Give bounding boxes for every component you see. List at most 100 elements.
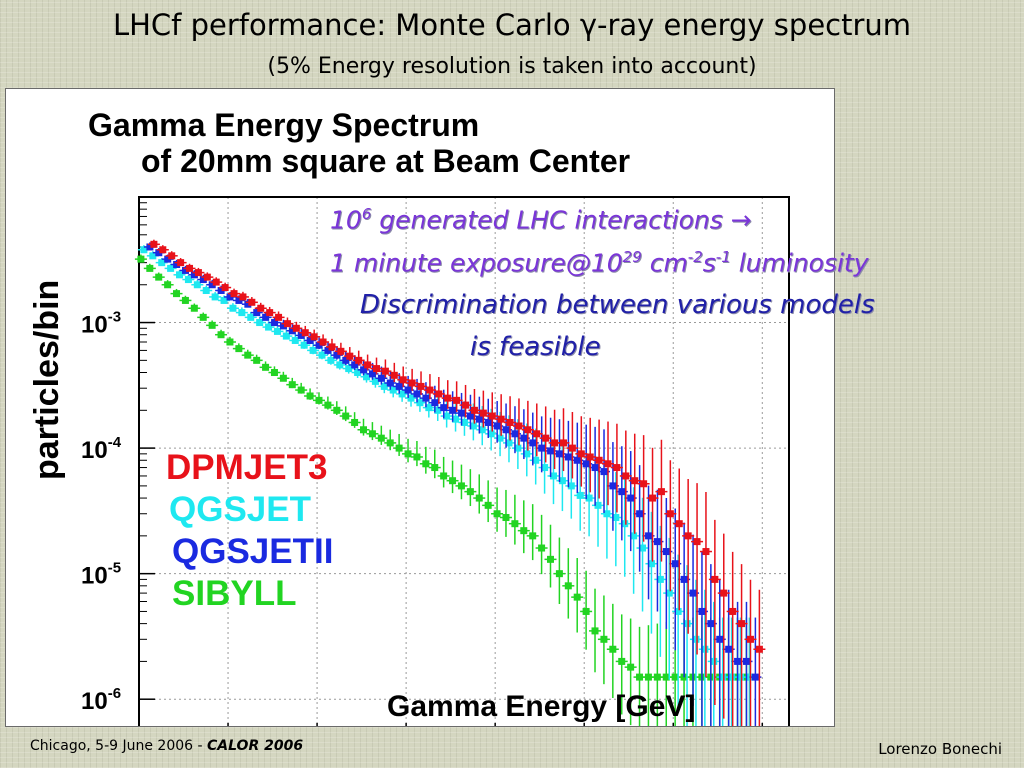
data-point-qgsjetii [262, 313, 270, 321]
data-point-sibyll [627, 663, 635, 671]
data-point-qgsjet [514, 444, 522, 452]
data-point-qgsjet [149, 252, 157, 260]
data-point-sibyll [618, 657, 626, 665]
y-tick-label: 10-5 [81, 560, 121, 590]
data-point-dpmjet3 [631, 477, 639, 485]
data-point-dpmjet3 [292, 324, 300, 332]
data-point-dpmjet3 [275, 313, 283, 321]
data-point-sibyll [573, 593, 581, 601]
data-point-dpmjet3 [283, 320, 291, 328]
data-point-sibyll [386, 439, 394, 447]
data-point-dpmjet3 [657, 488, 665, 496]
data-point-dpmjet3 [684, 532, 692, 540]
data-point-sibyll [208, 321, 216, 329]
data-point-qgsjetii [466, 412, 474, 420]
data-point-qgsjet [460, 418, 468, 426]
data-point-dpmjet3 [640, 480, 648, 488]
data-point-qgsjet [728, 673, 736, 681]
data-point-sibyll [377, 434, 385, 442]
data-point-qgsjet [692, 635, 700, 643]
data-point-dpmjet3 [337, 347, 345, 355]
data-point-sibyll [546, 555, 554, 563]
data-point-sibyll [270, 369, 278, 377]
figure-panel: 100020003000400050006000700010-310-410-5… [5, 88, 835, 727]
data-point-dpmjet3 [675, 520, 683, 528]
data-point-qgsjet [336, 361, 344, 369]
y-tick-label: 10-3 [81, 309, 121, 339]
data-point-sibyll [333, 406, 341, 414]
data-point-sibyll [306, 392, 314, 400]
data-point-dpmjet3 [194, 269, 202, 277]
data-point-qgsjet [434, 406, 442, 414]
data-point-qgsjet [256, 319, 264, 327]
data-point-sibyll [582, 607, 590, 615]
legend-sibyll: SIBYLL [172, 574, 297, 613]
data-point-qgsjet [238, 309, 246, 317]
data-point-qgsjetii [520, 434, 528, 442]
data-point-qgsjetii [422, 394, 430, 402]
data-point-qgsjetii [440, 404, 448, 412]
data-point-qgsjet [532, 456, 540, 464]
data-point-dpmjet3 [524, 426, 532, 434]
data-point-sibyll [440, 472, 448, 480]
data-point-sibyll [137, 255, 145, 263]
data-point-sibyll [279, 374, 287, 382]
data-point-dpmjet3 [266, 309, 274, 317]
data-point-dpmjet3 [444, 394, 452, 402]
data-point-qgsjet [452, 415, 460, 423]
data-point-qgsjet [273, 327, 281, 335]
data-point-sibyll [636, 673, 644, 681]
data-point-qgsjetii [449, 406, 457, 414]
data-point-dpmjet3 [746, 635, 754, 643]
data-point-qgsjetii [573, 456, 581, 464]
data-point-sibyll [564, 582, 572, 590]
data-point-qgsjetii [377, 374, 385, 382]
data-point-qgsjetii [671, 560, 679, 568]
data-point-dpmjet3 [177, 259, 185, 267]
data-point-sibyll [511, 520, 519, 528]
data-point-qgsjetii [369, 370, 377, 378]
data-point-dpmjet3 [702, 548, 710, 556]
data-point-qgsjetii [431, 399, 439, 407]
data-point-qgsjetii [707, 620, 715, 628]
data-point-dpmjet3 [381, 367, 389, 375]
spectrum-chart: 100020003000400050006000700010-310-410-5… [28, 196, 790, 726]
data-point-qgsjet [612, 514, 620, 522]
annotation-line-3: Discrimination between various models [360, 290, 875, 320]
data-point-qgsjetii [386, 379, 394, 387]
data-point-qgsjetii [484, 418, 492, 426]
data-point-qgsjetii [538, 444, 546, 452]
data-point-qgsjet [621, 520, 629, 528]
data-point-dpmjet3 [150, 240, 158, 248]
data-point-dpmjet3 [203, 273, 211, 281]
data-point-dpmjet3 [373, 365, 381, 373]
y-tick-label: 10-6 [81, 685, 121, 715]
data-point-dpmjet3 [364, 361, 372, 369]
data-point-qgsjetii [271, 319, 279, 327]
data-point-sibyll [235, 345, 243, 353]
data-point-dpmjet3 [328, 343, 336, 351]
data-point-sibyll [422, 460, 430, 468]
data-point-dpmjet3 [693, 538, 701, 546]
data-point-sibyll [555, 570, 563, 578]
data-point-qgsjet [211, 293, 219, 301]
data-point-qgsjet [701, 645, 709, 653]
data-point-sibyll [315, 396, 323, 404]
data-point-dpmjet3 [426, 386, 434, 394]
data-point-qgsjet [167, 264, 175, 272]
data-point-qgsjetii [636, 510, 644, 518]
data-point-dpmjet3 [649, 494, 657, 502]
data-point-qgsjet [478, 426, 486, 434]
data-point-dpmjet3 [186, 264, 194, 272]
data-point-qgsjetii [627, 494, 635, 502]
data-point-qgsjetii [342, 356, 350, 364]
data-point-sibyll [591, 627, 599, 635]
data-point-dpmjet3 [568, 444, 576, 452]
data-point-qgsjet [585, 494, 593, 502]
data-point-qgsjet [603, 510, 611, 518]
data-point-sibyll [395, 444, 403, 452]
data-point-dpmjet3 [488, 412, 496, 420]
data-point-qgsjetii [155, 249, 163, 257]
data-point-qgsjetii [404, 386, 412, 394]
data-point-sibyll [226, 338, 234, 346]
